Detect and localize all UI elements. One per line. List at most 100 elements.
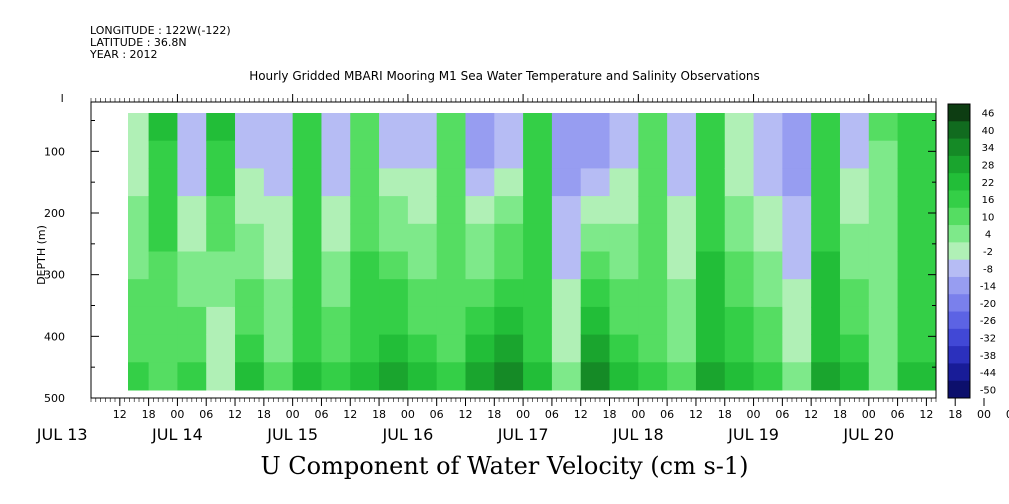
heatmap-cell <box>407 251 438 280</box>
y-axis-label: DEPTH (m) <box>35 225 48 285</box>
heatmap-cell <box>551 168 582 197</box>
x-day-label: JUL 19 <box>727 425 779 444</box>
heatmap-cell <box>235 279 265 308</box>
heatmap-cell <box>868 334 899 363</box>
colorbar-label: 4 <box>985 230 991 241</box>
heatmap-cell <box>868 362 899 391</box>
x-hour-label: 12 <box>804 408 818 421</box>
x-hour-label: 18 <box>718 408 732 421</box>
heatmap-cell <box>263 113 294 142</box>
heatmap-cell <box>206 168 236 197</box>
heatmap-cell <box>753 196 783 225</box>
x-hour-label: 00 <box>631 408 645 421</box>
heatmap-cell <box>350 140 380 169</box>
heatmap-cell <box>782 334 812 363</box>
x-hour-label: 00 <box>747 408 761 421</box>
heatmap-cell <box>379 168 409 197</box>
heatmap-cell <box>321 279 351 308</box>
heatmap-cell <box>321 334 351 363</box>
heatmap-cell <box>897 196 937 225</box>
heatmap-cell <box>494 362 524 391</box>
heatmap-cell <box>551 196 582 225</box>
colorbar: 46 40 34 28 22 16 10 4 -2 -8 -14 -20 -26 -32 -38 -44 -50 <box>947 103 996 399</box>
heatmap-cell <box>551 140 582 169</box>
heatmap-cell <box>263 140 294 169</box>
heatmap-cell <box>609 196 639 225</box>
heatmap-cell <box>782 362 812 391</box>
year-label: YEAR : 2012 <box>90 48 158 61</box>
heatmap-cell <box>753 362 783 391</box>
heatmap-cell <box>350 279 380 308</box>
heatmap-cell <box>523 279 553 308</box>
heatmap-cell <box>263 196 294 225</box>
heatmap-cell <box>580 334 611 363</box>
heatmap-cell <box>177 279 207 308</box>
colorbar-swatch <box>948 155 970 174</box>
colorbar-label: 34 <box>982 143 995 154</box>
chart-title: Hourly Gridded MBARI Mooring M1 Sea Wate… <box>249 69 760 83</box>
y-tick-label: 500 <box>44 392 65 405</box>
y-tick-label: 400 <box>44 330 65 343</box>
heatmap-cell <box>695 223 726 252</box>
heatmap-cell <box>868 196 899 225</box>
heatmap-cell <box>667 113 697 142</box>
x-day-label: JUL 14 <box>151 425 203 444</box>
colorbar-label: -50 <box>980 385 996 396</box>
heatmap-cell <box>263 306 294 336</box>
heatmap-cell <box>753 279 783 308</box>
x-hour-label: 06 <box>775 408 789 421</box>
heatmap-cell <box>379 306 409 336</box>
heatmap-cell <box>321 251 351 280</box>
x-hour-label: 18 <box>257 408 271 421</box>
heatmap-cell <box>523 168 553 197</box>
heatmap-cell <box>609 223 639 252</box>
colorbar-label: -20 <box>980 299 996 310</box>
heatmap-cell <box>868 168 899 197</box>
heatmap-cell <box>897 113 937 142</box>
heatmap-cell <box>523 306 553 336</box>
heatmap-cell <box>551 362 582 391</box>
heatmap-cell <box>609 306 639 336</box>
heatmap-cell <box>551 306 582 336</box>
heatmap-cell <box>551 113 582 142</box>
heatmap-cell <box>695 140 726 169</box>
heatmap-cell <box>292 334 322 363</box>
heatmap-cell <box>206 251 236 280</box>
x-hour-label: 06 <box>314 408 328 421</box>
heatmap-cell <box>128 113 150 142</box>
heatmap-cell <box>609 113 639 142</box>
heatmap-cell <box>321 362 351 391</box>
heatmap-cell <box>580 168 611 197</box>
heatmap-cell <box>407 362 438 391</box>
heatmap-cell <box>695 251 726 280</box>
heatmap-cell <box>350 168 380 197</box>
heatmap-cell <box>436 279 466 308</box>
heatmap-cell <box>235 196 265 225</box>
heatmap-cell <box>206 362 236 391</box>
heatmap-cell <box>753 306 783 336</box>
heatmap-cell <box>667 140 697 169</box>
x-hour-label: 12 <box>689 408 703 421</box>
heatmap-cell <box>177 306 207 336</box>
heatmap-cell <box>839 168 870 197</box>
heatmap-cell <box>638 334 668 363</box>
colorbar-label: 10 <box>982 212 995 223</box>
heatmap-cell <box>523 113 553 142</box>
heatmap-cell <box>263 168 294 197</box>
heatmap-cell <box>724 168 755 197</box>
heatmap-cell <box>782 306 812 336</box>
heatmap-cell <box>321 113 351 142</box>
heatmap-cell <box>379 334 409 363</box>
heatmap-cell <box>148 168 178 197</box>
heatmap-cell <box>551 223 582 252</box>
x-hour-label: 00 <box>401 408 415 421</box>
x-hour-label: 00 <box>977 408 991 421</box>
heatmap-cell <box>811 168 841 197</box>
heatmap-cell <box>465 362 495 391</box>
heatmap-cell <box>436 334 466 363</box>
colorbar-swatch <box>948 363 970 382</box>
heatmap-cell <box>897 223 937 252</box>
heatmap-cell <box>235 223 265 252</box>
heatmap-cell <box>753 334 783 363</box>
